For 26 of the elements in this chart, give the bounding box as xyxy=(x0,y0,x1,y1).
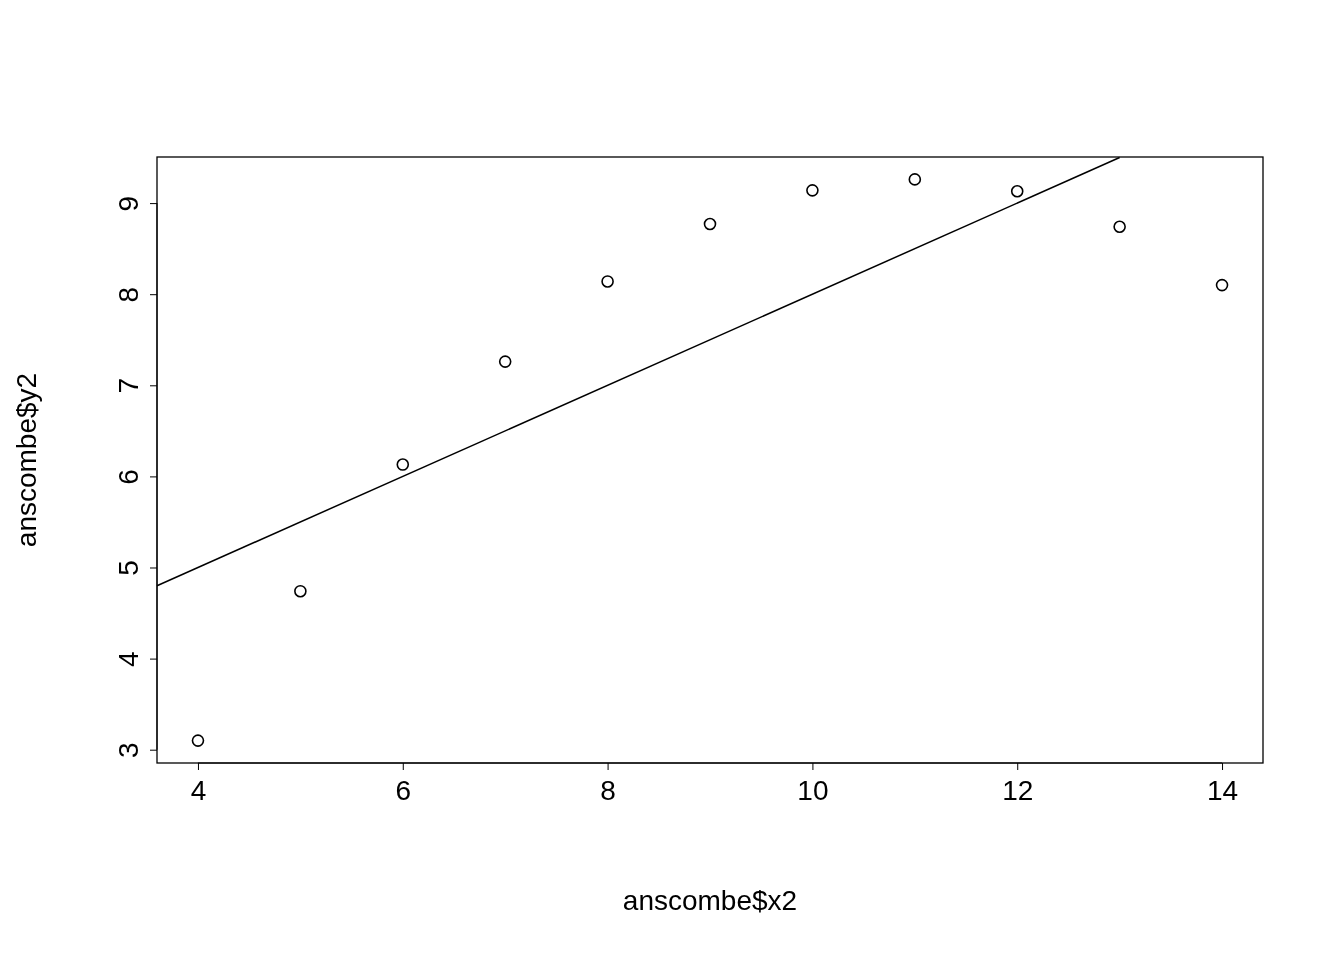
x-tick-label: 4 xyxy=(190,774,207,806)
point xyxy=(396,458,410,471)
x-tick-label: 12 xyxy=(1002,774,1034,806)
x-tick-label: 6 xyxy=(395,774,412,806)
point xyxy=(1010,184,1024,198)
y-tick-label: 3 xyxy=(113,742,145,758)
point xyxy=(1113,220,1126,234)
y-axis-title: anscombe$y2 xyxy=(11,372,42,548)
point xyxy=(191,734,205,747)
y-tick-label: 8 xyxy=(113,286,145,303)
point xyxy=(294,584,307,598)
x-tick-label: 8 xyxy=(600,774,616,806)
point xyxy=(806,184,819,197)
point xyxy=(498,355,512,368)
x-tick-label: 10 xyxy=(797,774,829,806)
y-tick-label: 4 xyxy=(113,651,145,667)
y-tick-label: 9 xyxy=(113,195,145,212)
x-axis-title: anscombe$x2 xyxy=(622,885,798,916)
point xyxy=(1215,278,1229,292)
y-tick-label: 7 xyxy=(113,378,145,394)
point xyxy=(601,275,614,288)
point xyxy=(908,173,922,186)
y-tick-label: 5 xyxy=(113,560,145,576)
x-tick-label: 14 xyxy=(1206,774,1239,806)
y-tick-label: 6 xyxy=(113,469,145,485)
point xyxy=(703,217,717,231)
